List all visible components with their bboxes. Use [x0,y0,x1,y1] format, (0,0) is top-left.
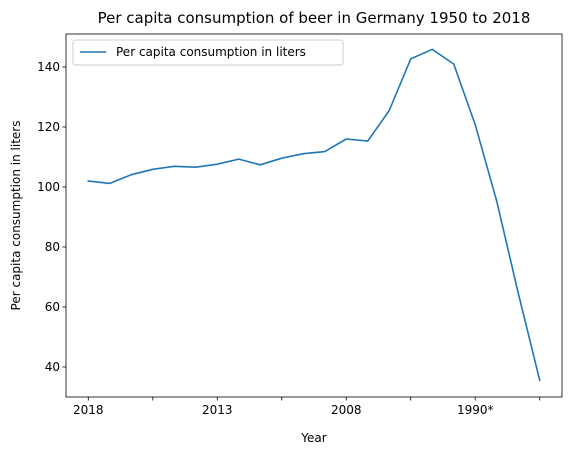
series-line-per-capita-consumption [87,48,541,382]
chart-title: Per capita consumption of beer in German… [98,9,531,27]
y-tick-label: 120 [37,120,60,134]
y-tick-label: 40 [45,360,60,374]
plot-frame [65,33,563,398]
x-tick-label: 1990* [457,403,494,417]
y-tick-label: 60 [45,300,60,314]
x-tick-label: 2008 [331,403,362,417]
legend-entry-label: Per capita consumption in liters [116,45,306,59]
x-axis-label: Year [300,431,326,445]
y-axis-label: Per capita consumption in liters [9,121,23,311]
y-tick-label: 100 [37,180,60,194]
y-axis-ticks: 40 60 80 100 120 140 [37,60,66,374]
y-tick-label: 140 [37,60,60,74]
legend: Per capita consumption in liters [72,39,344,66]
plot-area: 2018 2013 2008 1990* 40 60 80 100 120 140 [37,33,563,417]
x-tick-label: 2013 [202,403,233,417]
x-axis-ticks: 2018 2013 2008 1990* [73,397,541,417]
y-tick-label: 80 [45,240,60,254]
legend-box [72,39,344,66]
x-tick-label: 2018 [73,403,104,417]
